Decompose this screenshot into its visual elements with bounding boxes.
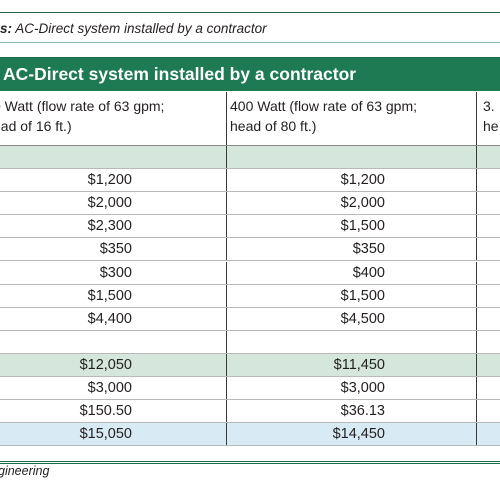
cell-col-1: $2,300 [87, 218, 132, 235]
column-divider [476, 192, 477, 215]
top-rule [0, 12, 500, 13]
header-col-2: 400 Watt (flow rate of 63 gpm; head of 8… [230, 92, 475, 136]
table-frame [0, 57, 500, 464]
table-row: $2,300 $1,500 [0, 215, 500, 239]
cell-col-2: $4,500 [340, 310, 385, 327]
cell-col-2: $1,500 [340, 287, 385, 304]
column-divider [226, 307, 227, 330]
column-divider [226, 261, 227, 284]
column-divider [476, 169, 477, 192]
table-title: : AC-Direct system installed by a contra… [0, 64, 357, 84]
header-col-3-line-1: 3. [483, 98, 495, 114]
header-col-3: 3. he [483, 92, 500, 136]
caption-rule [0, 42, 500, 43]
caption-text: AC-Direct system installed by a contract… [12, 21, 267, 36]
column-divider [226, 215, 227, 238]
column-divider [226, 284, 227, 307]
column-divider [226, 330, 227, 353]
column-divider [226, 238, 227, 261]
column-divider [476, 377, 477, 400]
header-col-1-line-1: 0 Watt (flow rate of 63 gpm; [0, 98, 165, 114]
cell-col-1: $12,050 [79, 356, 132, 373]
cell-col-2: $400 [352, 264, 385, 281]
table-row: $1,200 $1,200 [0, 169, 500, 193]
cell-col-2: $14,450 [332, 426, 385, 443]
column-divider [226, 92, 227, 145]
table-row: $300 $400 [0, 261, 500, 285]
cell-col-1: $1,200 [87, 172, 132, 189]
column-divider [476, 92, 477, 145]
cell-col-1: $150.50 [79, 403, 132, 420]
column-divider [476, 146, 477, 169]
cell-col-2: $36.13 [340, 403, 385, 420]
source-note: gineering [0, 464, 50, 478]
column-divider [226, 146, 227, 169]
column-divider [476, 261, 477, 284]
column-divider [476, 215, 477, 238]
table-row: $12,050 $11,450 [0, 353, 500, 377]
header-col-1: 0 Watt (flow rate of 63 gpm; ead of 16 f… [0, 92, 223, 136]
cell-col-2: $2,000 [340, 195, 385, 212]
column-divider [226, 423, 227, 446]
column-divider [226, 400, 227, 423]
column-divider [476, 400, 477, 423]
table-row [0, 146, 500, 170]
column-divider [476, 423, 477, 446]
column-divider [226, 377, 227, 400]
figure-caption: s: AC-Direct system installed by a contr… [0, 18, 500, 40]
column-divider [226, 169, 227, 192]
column-divider [226, 192, 227, 215]
header-col-2-line-2: head of 80 ft.) [230, 118, 317, 134]
table-row [0, 330, 500, 354]
column-divider [476, 330, 477, 353]
cell-col-1: $350 [99, 241, 132, 258]
table-row: $350 $350 [0, 238, 500, 262]
cell-col-2: $1,500 [340, 218, 385, 235]
column-divider [476, 307, 477, 330]
table-row: $1,500 $1,500 [0, 284, 500, 308]
caption-lead: s: [0, 21, 13, 36]
cell-col-1: $300 [99, 264, 132, 281]
column-divider [226, 353, 227, 376]
table-row: $150.50 $36.13 [0, 400, 500, 424]
cell-col-1: $2,000 [87, 195, 132, 212]
cell-col-2: $1,200 [340, 172, 385, 189]
table-title-bar: : AC-Direct system installed by a contra… [0, 58, 500, 91]
column-divider [476, 238, 477, 261]
table-row: $2,000 $2,000 [0, 192, 500, 216]
footer-rule [0, 461, 500, 462]
cell-col-1: $15,050 [79, 426, 132, 443]
cell-col-1: $3,000 [87, 380, 132, 396]
cell-col-2: $3,000 [340, 380, 385, 396]
cell-col-1: $4,400 [87, 310, 132, 327]
table-row: $3,000 $3,000 [0, 377, 500, 401]
cell-col-2: $350 [352, 241, 385, 258]
header-col-3-line-2: he [483, 118, 499, 134]
column-divider [476, 353, 477, 376]
cell-col-2: $11,450 [333, 356, 385, 373]
table-row: $15,050 $14,450 [0, 423, 500, 447]
column-divider [476, 284, 477, 307]
cell-col-1: $1,500 [87, 287, 132, 304]
table-header-row: 0 Watt (flow rate of 63 gpm; ead of 16 f… [0, 92, 500, 146]
table-row: $4,400 $4,500 [0, 307, 500, 331]
header-col-1-line-2: ead of 16 ft.) [0, 118, 72, 134]
header-col-2-line-1: 400 Watt (flow rate of 63 gpm; [230, 98, 418, 114]
